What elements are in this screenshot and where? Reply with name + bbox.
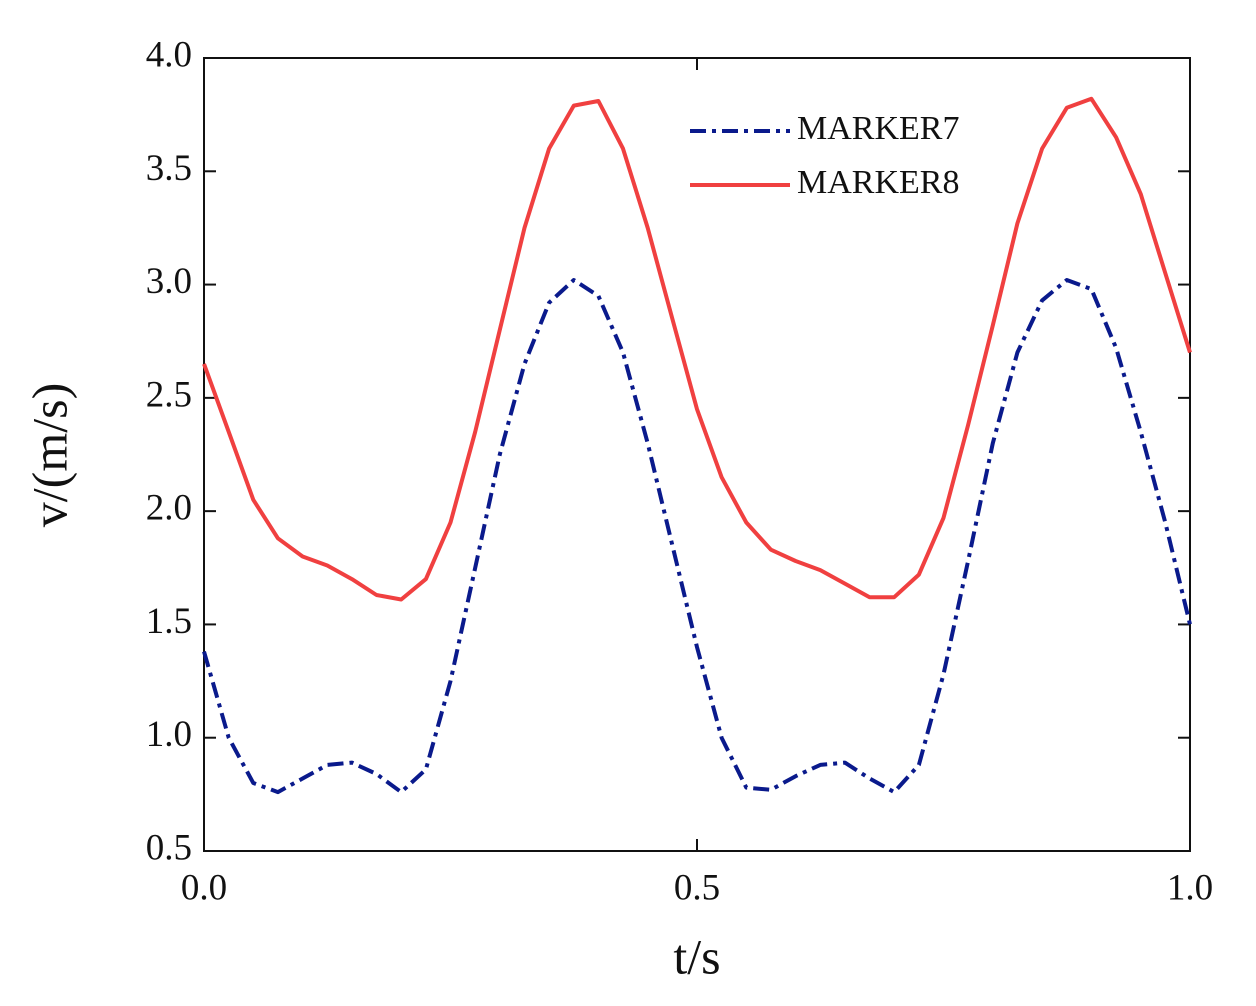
legend-label: MARKER7 [797,110,959,147]
y-tick-label: 3.0 [146,261,192,302]
y-tick-label: 4.0 [146,34,192,75]
x-tick-label: 1.0 [1167,867,1213,908]
y-tick-label: 1.0 [146,714,192,755]
y-tick-label: 3.5 [146,148,192,189]
legend-label: MARKER8 [797,164,959,201]
y-tick-label: 2.0 [146,488,192,529]
x-tick-label: 0.0 [181,867,227,908]
y-tick-label: 2.5 [146,374,192,415]
series-line [202,278,1192,795]
plot-frame [203,57,1191,852]
y-tick-label: 1.5 [146,601,192,642]
y-axis-label: v/(m/s) [21,383,77,527]
x-axis-label: t/s [673,928,720,984]
y-tick-label: 0.5 [146,827,192,868]
x-tick-label: 0.5 [674,867,720,908]
series-line [202,96,1192,602]
